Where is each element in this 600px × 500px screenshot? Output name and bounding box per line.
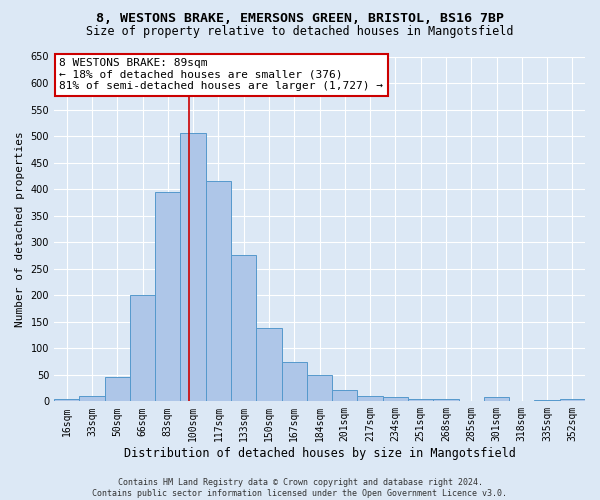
Bar bbox=[484, 397, 509, 402]
Text: Size of property relative to detached houses in Mangotsfield: Size of property relative to detached ho… bbox=[86, 25, 514, 38]
X-axis label: Distribution of detached houses by size in Mangotsfield: Distribution of detached houses by size … bbox=[124, 447, 515, 460]
Bar bbox=[130, 295, 155, 402]
Bar bbox=[181, 134, 206, 402]
Text: 8 WESTONS BRAKE: 89sqm
← 18% of detached houses are smaller (376)
81% of semi-de: 8 WESTONS BRAKE: 89sqm ← 18% of detached… bbox=[59, 58, 383, 92]
Bar bbox=[383, 397, 408, 402]
Bar bbox=[433, 398, 458, 402]
Bar bbox=[332, 390, 358, 402]
Bar bbox=[104, 378, 130, 402]
Bar bbox=[307, 375, 332, 402]
Bar bbox=[408, 398, 433, 402]
Text: Contains HM Land Registry data © Crown copyright and database right 2024.
Contai: Contains HM Land Registry data © Crown c… bbox=[92, 478, 508, 498]
Bar bbox=[281, 362, 307, 402]
Bar bbox=[54, 398, 79, 402]
Text: 8, WESTONS BRAKE, EMERSONS GREEN, BRISTOL, BS16 7BP: 8, WESTONS BRAKE, EMERSONS GREEN, BRISTO… bbox=[96, 12, 504, 26]
Bar bbox=[231, 256, 256, 402]
Y-axis label: Number of detached properties: Number of detached properties bbox=[15, 131, 25, 327]
Bar bbox=[155, 192, 181, 402]
Bar bbox=[560, 398, 585, 402]
Bar bbox=[256, 328, 281, 402]
Bar bbox=[535, 400, 560, 402]
Bar bbox=[358, 396, 383, 402]
Bar bbox=[79, 396, 104, 402]
Bar bbox=[206, 181, 231, 402]
